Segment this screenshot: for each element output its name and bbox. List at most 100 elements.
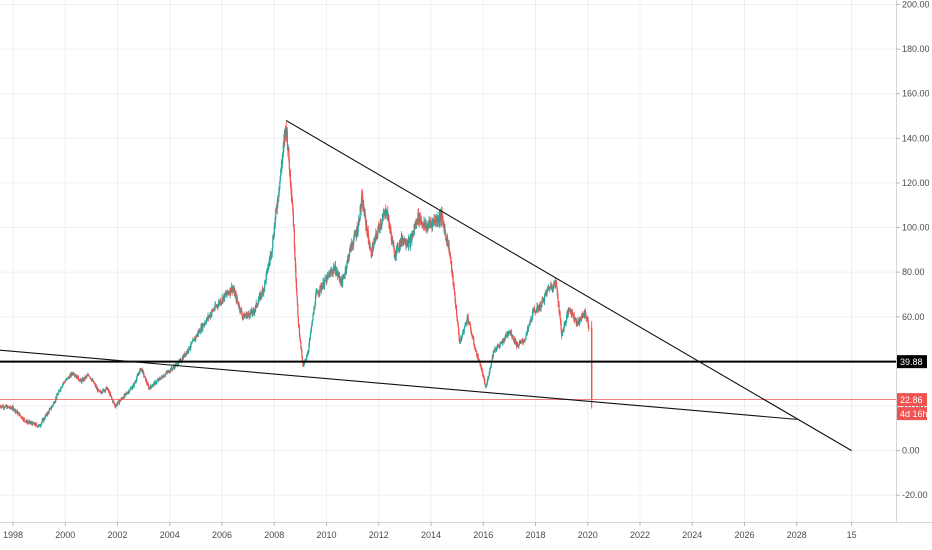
- candle-body: [267, 267, 269, 271]
- candle-body: [95, 386, 98, 389]
- candle-body: [323, 285, 325, 288]
- candle-body: [293, 229, 295, 248]
- candle-body: [297, 316, 299, 325]
- candle-body: [278, 188, 280, 193]
- candle-body: [294, 247, 296, 259]
- candle-body: [556, 282, 558, 287]
- candle-body: [10, 408, 13, 409]
- lower-trendline[interactable]: [0, 349, 797, 420]
- candle-body: [359, 218, 361, 222]
- candle-body: [563, 324, 565, 329]
- candle-body: [133, 382, 135, 387]
- candle-body: [404, 243, 407, 245]
- candle-body: [529, 320, 531, 325]
- price-tag-label: 4d 16h: [900, 409, 928, 419]
- candle-body: [57, 394, 59, 396]
- candle-body: [547, 288, 549, 290]
- candle-body: [530, 317, 532, 321]
- candle-body: [587, 319, 589, 321]
- candlestick-series[interactable]: [0, 121, 593, 429]
- candle-body: [6, 406, 9, 409]
- candle-body: [392, 242, 394, 246]
- candle-body: [130, 388, 132, 390]
- candle-body: [367, 230, 369, 238]
- candle-body: [226, 290, 229, 293]
- candle-body: [19, 413, 21, 416]
- candle-body: [437, 220, 440, 222]
- candle-body: [99, 391, 102, 393]
- candle-body: [422, 223, 425, 227]
- candle-body: [165, 373, 167, 375]
- x-tick-label: 15: [847, 530, 857, 540]
- candle-body: [251, 310, 253, 314]
- candle-body: [269, 255, 271, 261]
- y-tick-label: 200.00: [902, 0, 930, 9]
- candle-body: [558, 303, 560, 305]
- candle-body: [237, 301, 239, 305]
- candle-body: [117, 401, 119, 404]
- candle-body: [32, 422, 34, 426]
- y-tick-label: 0.00: [902, 446, 920, 456]
- candle-body: [80, 379, 82, 381]
- candle-body: [283, 136, 285, 142]
- candle-body: [288, 160, 290, 170]
- horizontal-lines[interactable]: [0, 360, 896, 401]
- trendlines[interactable]: [0, 119, 852, 452]
- candle-body: [562, 330, 564, 334]
- candle-body: [476, 350, 478, 357]
- upper-trendline[interactable]: [285, 119, 852, 452]
- candle-body: [34, 422, 36, 425]
- candle-body: [114, 404, 116, 407]
- candle-body: [129, 388, 131, 391]
- candle-body: [505, 334, 507, 337]
- candle-body: [307, 350, 310, 353]
- candle-body: [88, 375, 90, 377]
- candle-body: [419, 217, 422, 222]
- candle-body: [44, 418, 46, 420]
- candle-body: [156, 380, 158, 382]
- candle-body: [72, 372, 74, 375]
- candle-body: [260, 293, 262, 299]
- candle-body: [140, 368, 142, 371]
- candle-body: [442, 218, 444, 223]
- candle-body: [43, 418, 45, 422]
- candle-body: [162, 377, 164, 379]
- candle-body: [487, 378, 489, 381]
- candle-body: [294, 258, 296, 268]
- candle-body: [464, 326, 466, 329]
- candle-body: [491, 356, 493, 360]
- candle-body: [220, 301, 223, 303]
- candle-body: [459, 339, 461, 344]
- candle-body: [519, 342, 522, 343]
- candle-body: [118, 401, 121, 404]
- candle-body: [292, 212, 294, 226]
- candle-body: [86, 375, 89, 377]
- candle-body: [487, 377, 489, 379]
- candle-body: [558, 304, 560, 313]
- candle-body: [269, 260, 271, 262]
- candle-body: [526, 332, 528, 333]
- candle-body: [217, 306, 219, 307]
- candle-body: [528, 323, 530, 327]
- candle-body: [260, 293, 262, 296]
- candle-body: [131, 387, 133, 390]
- y-tick-label: 160.00: [902, 89, 930, 99]
- candle-body: [180, 359, 182, 362]
- time-axis[interactable]: 1998 2000 2002 2004 2006 2008 2010 2012 2014 2016…: [3, 522, 857, 540]
- candle-body: [297, 305, 299, 317]
- candle-body: [230, 290, 232, 293]
- candle-body: [12, 406, 14, 408]
- candle-body: [14, 409, 16, 412]
- candle-body: [289, 170, 291, 183]
- candle-body: [446, 237, 449, 247]
- x-tick-label: 2000: [55, 530, 75, 540]
- candle-body: [97, 388, 100, 391]
- price-tag-label: 22.86: [900, 395, 923, 405]
- candle-body: [444, 231, 447, 236]
- candle-body: [495, 349, 497, 351]
- candle-body: [13, 410, 15, 411]
- candle-body: [38, 425, 40, 427]
- candle-body: [304, 359, 307, 361]
